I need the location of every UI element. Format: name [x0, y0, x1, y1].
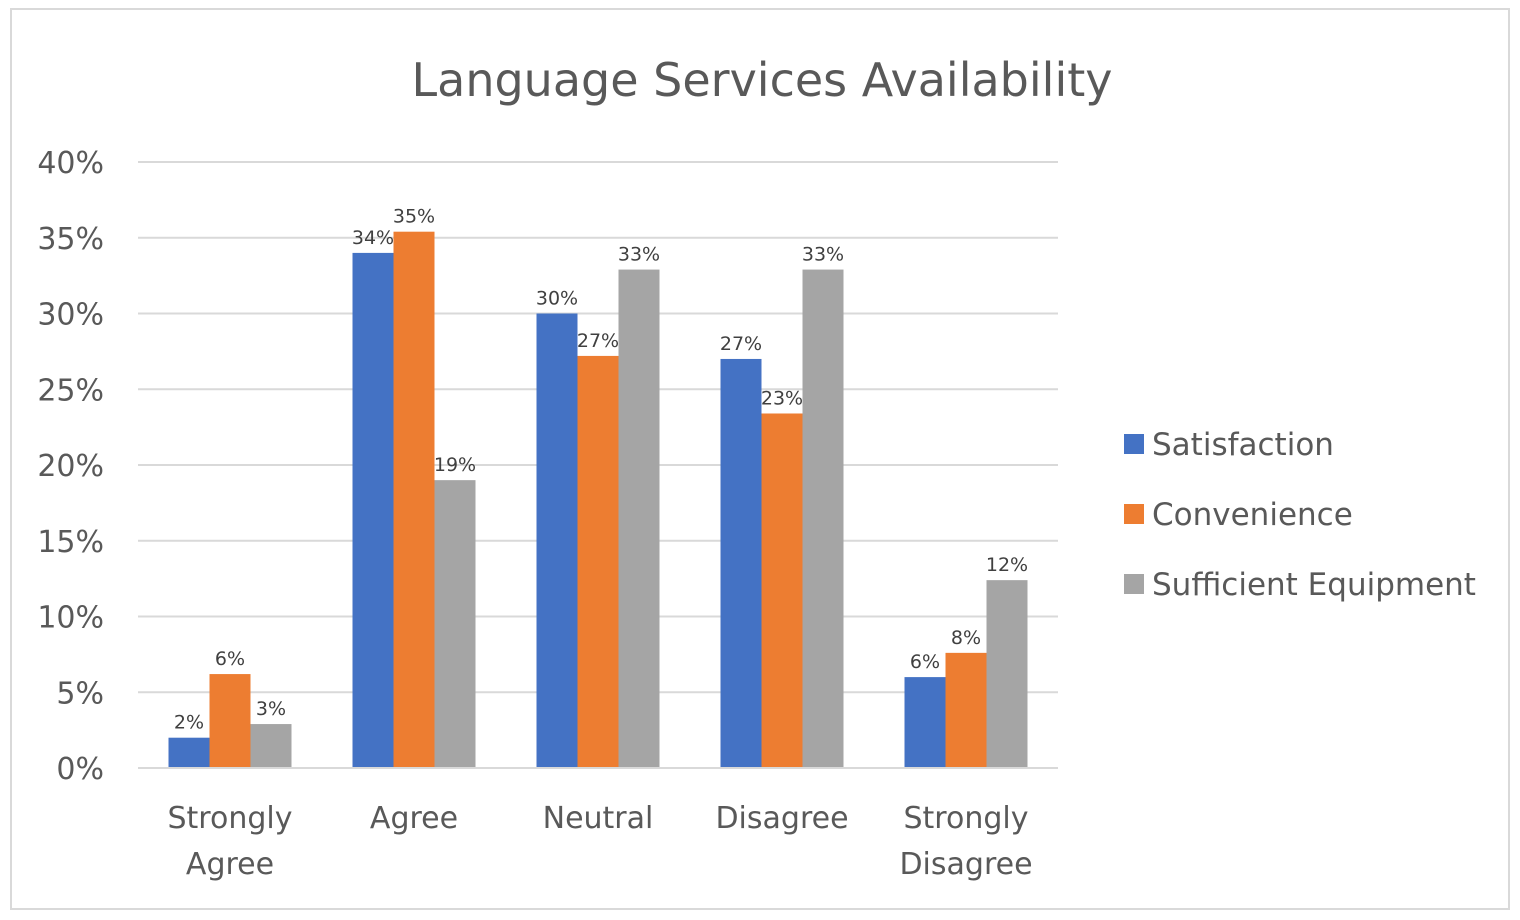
- bar-satisfaction: [168, 737, 210, 768]
- data-label: 19%: [434, 454, 476, 476]
- bar-convenience: [209, 674, 251, 768]
- y-tick-label: 40%: [37, 146, 104, 181]
- chart-svg: Language Services Availability 0% 5% 10% 15…: [37, 53, 1476, 882]
- bars: [168, 231, 1028, 768]
- data-labels: 2% 6% 3% 34%35% 19% 30% 27% 33% 27% 23% 33% 6% 8% 12%: [174, 206, 1028, 734]
- bar-convenience: [761, 413, 803, 768]
- legend-swatch: [1124, 574, 1144, 594]
- bar-sufficient-equipment: [618, 269, 660, 768]
- legend: Satisfaction Convenience Sufficient Equipm…: [1124, 427, 1476, 603]
- data-label: 33%: [618, 244, 660, 266]
- y-tick-label: 30%: [37, 298, 104, 333]
- bar-convenience: [393, 231, 435, 768]
- data-label: 8%: [951, 627, 981, 649]
- legend-swatch: [1124, 504, 1144, 524]
- legend-label: Convenience: [1152, 497, 1353, 533]
- y-tick-label: 5%: [56, 676, 104, 711]
- chart-frame: Language Services Availability 0% 5% 10% 15…: [10, 8, 1510, 910]
- x-axis: Strongly Agree Agree Neutral Disagree Strongl…: [138, 767, 1058, 882]
- x-tick-label: Agree: [370, 801, 458, 836]
- y-tick-label: 35%: [37, 222, 104, 257]
- x-tick-label: Strongly: [904, 801, 1029, 836]
- y-axis: 0% 5% 10% 15% 20% 25% 30% 35% 40%: [37, 146, 104, 787]
- bar-sufficient-equipment: [802, 269, 844, 768]
- data-label: 34%: [352, 227, 394, 249]
- data-label: 2%: [174, 712, 204, 734]
- x-tick-label: Strongly: [168, 801, 293, 836]
- bar-satisfaction: [536, 313, 578, 768]
- legend-label: Sufficient Equipment: [1152, 567, 1476, 603]
- y-tick-label: 20%: [37, 449, 104, 484]
- y-tick-label: 0%: [56, 752, 104, 787]
- bar-satisfaction: [720, 358, 762, 768]
- bar-sufficient-equipment: [434, 480, 476, 768]
- x-tick-label: Disagree: [715, 801, 848, 836]
- bar-convenience: [945, 652, 987, 768]
- data-label: 12%: [986, 554, 1028, 576]
- data-label: 23%: [761, 387, 803, 409]
- chart-title: Language Services Availability: [412, 53, 1113, 107]
- y-tick-label: 25%: [37, 373, 104, 408]
- data-label: 6%: [215, 648, 245, 670]
- data-label: 3%: [256, 698, 286, 720]
- bar-satisfaction: [352, 252, 394, 768]
- bar-sufficient-equipment: [250, 724, 292, 768]
- bar-convenience: [577, 355, 619, 768]
- x-tick-label: Neutral: [543, 801, 654, 836]
- x-tick-label: Disagree: [899, 847, 1032, 882]
- data-label: 33%: [802, 244, 844, 266]
- legend-swatch: [1124, 434, 1144, 454]
- data-label: 27%: [577, 330, 619, 352]
- data-label: 30%: [536, 288, 578, 310]
- bar-sufficient-equipment: [986, 580, 1028, 768]
- data-label: 27%: [720, 333, 762, 355]
- legend-label: Satisfaction: [1152, 427, 1334, 463]
- bar-satisfaction: [904, 677, 946, 768]
- data-label: 6%: [910, 651, 940, 673]
- data-label: 35%: [393, 206, 435, 228]
- y-tick-label: 10%: [37, 601, 104, 636]
- y-tick-label: 15%: [37, 525, 104, 560]
- x-tick-label: Agree: [186, 847, 274, 882]
